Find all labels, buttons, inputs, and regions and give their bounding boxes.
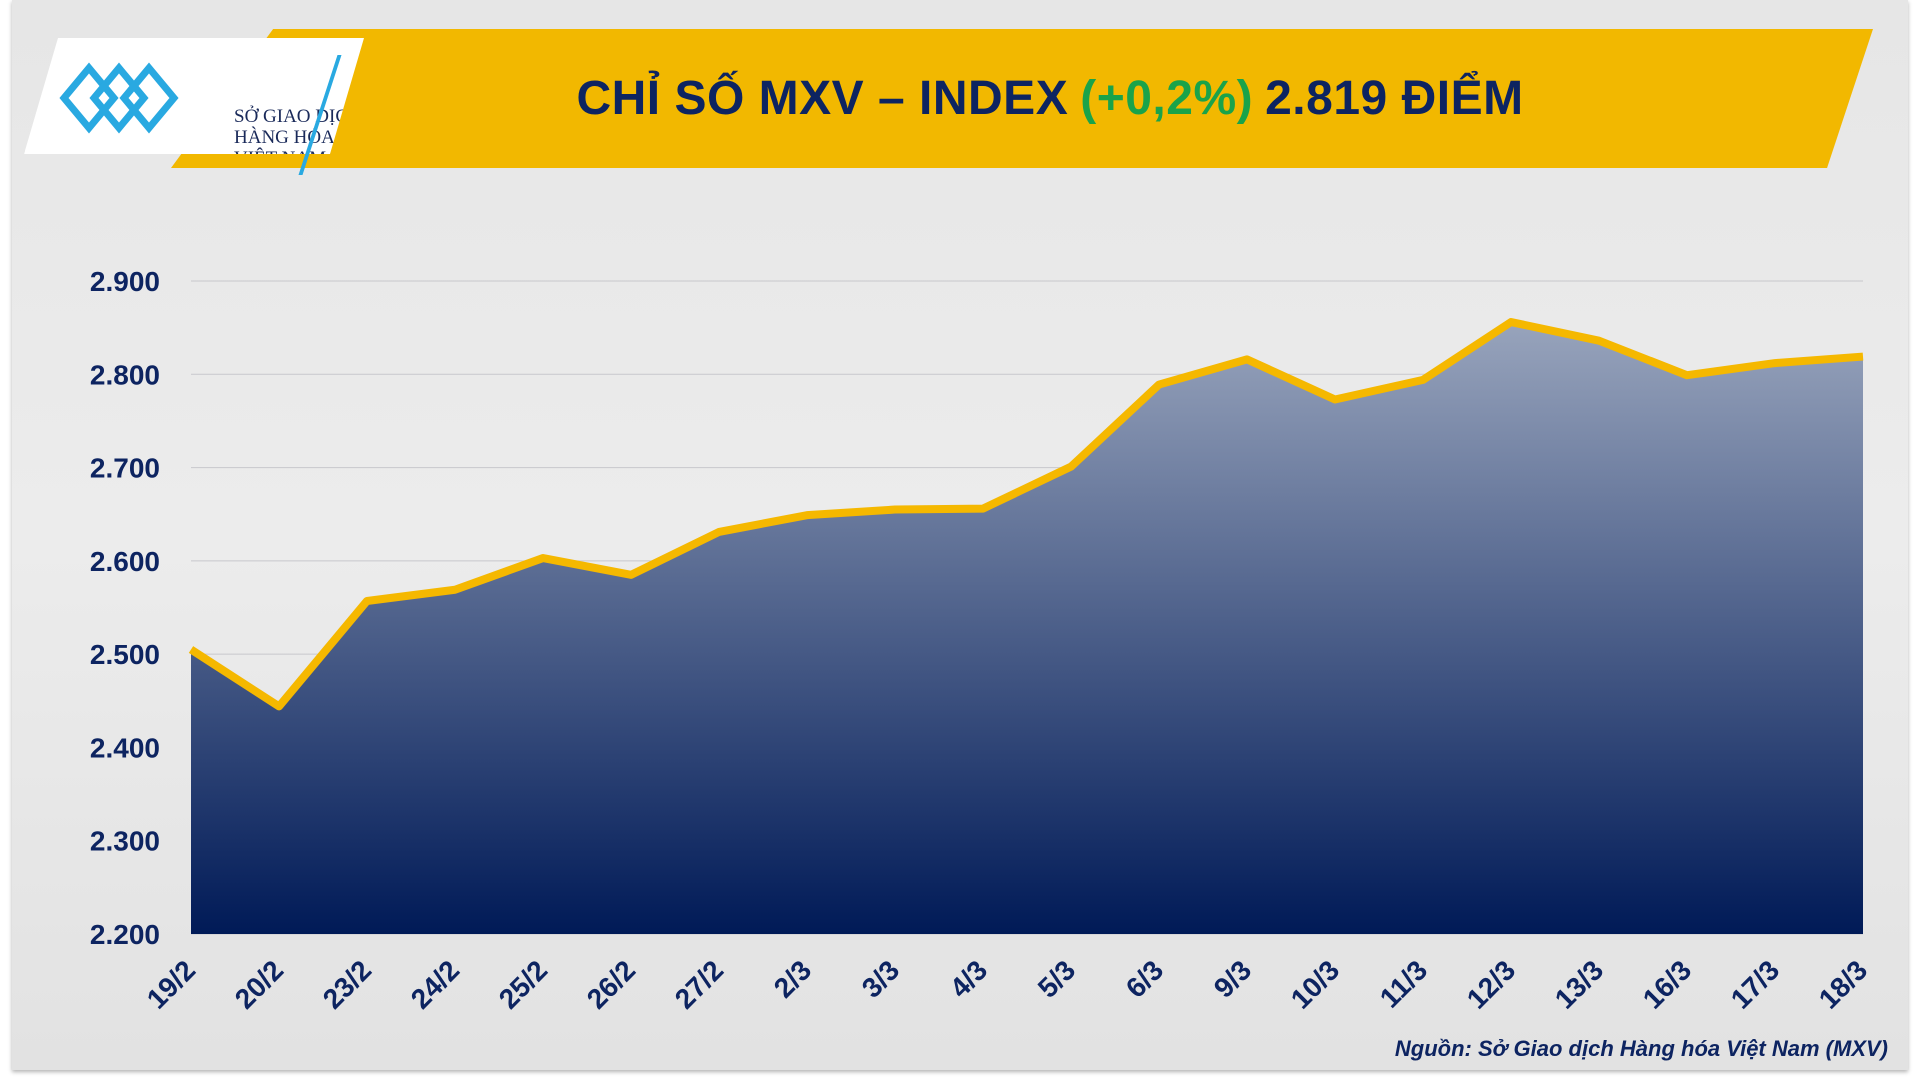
y-tick-label: 2.900 xyxy=(90,266,160,297)
area-fill xyxy=(191,322,1863,934)
x-tick-label: 12/3 xyxy=(1461,954,1521,1014)
x-tick-label: 18/3 xyxy=(1813,954,1873,1014)
x-tick-label: 24/2 xyxy=(405,954,465,1014)
logo-text: SỞ GIAO DỊCH HÀNG HÓA VIỆT NAM xyxy=(234,106,362,154)
title-change: (+0,2%) xyxy=(1080,72,1254,125)
y-tick-label: 2.400 xyxy=(90,732,160,763)
x-tick-label: 2/3 xyxy=(768,954,817,1003)
series-line xyxy=(188,318,1864,711)
x-tick-label: 23/2 xyxy=(317,954,377,1014)
x-tick-label: 6/3 xyxy=(1120,954,1169,1003)
x-tick-label: 11/3 xyxy=(1374,954,1433,1013)
x-tick-label: 27/2 xyxy=(669,954,729,1014)
title-value: 2.819 ĐIỂM xyxy=(1265,72,1524,125)
y-tick-label: 2.800 xyxy=(90,359,160,390)
x-tick-label: 25/2 xyxy=(493,954,553,1014)
chart-title: CHỈ SỐ MXV – INDEX (+0,2%) 2.819 ĐIỂM xyxy=(300,29,1800,168)
title-text: CHỈ SỐ MXV – INDEX xyxy=(576,72,1069,125)
x-tick-label: 9/3 xyxy=(1208,954,1257,1003)
x-tick-label: 3/3 xyxy=(856,954,905,1003)
x-tick-label: 10/3 xyxy=(1285,954,1345,1014)
x-tick-label: 4/3 xyxy=(944,954,993,1003)
x-tick-label: 16/3 xyxy=(1637,954,1697,1014)
x-tick-label: 5/3 xyxy=(1032,954,1081,1003)
logo-mark-icon xyxy=(59,62,179,134)
x-tick-label: 13/3 xyxy=(1549,954,1609,1014)
y-tick-label: 2.500 xyxy=(90,639,160,670)
logo: SỞ GIAO DỊCH HÀNG HÓA VIỆT NAM xyxy=(24,38,364,154)
y-tick-label: 2.700 xyxy=(90,453,160,484)
x-tick-label: 19/2 xyxy=(141,954,201,1014)
logo-line: VIỆT NAM xyxy=(234,148,362,154)
logo-line: SỞ GIAO DỊCH xyxy=(234,106,362,127)
x-tick-label: 26/2 xyxy=(581,954,641,1014)
title-banner xyxy=(171,29,1873,168)
x-tick-label: 20/2 xyxy=(229,954,289,1014)
source-note: Nguồn: Sở Giao dịch Hàng hóa Việt Nam (M… xyxy=(1394,1036,1888,1061)
y-tick-label: 2.200 xyxy=(90,919,160,950)
y-tick-label: 2.300 xyxy=(90,826,160,857)
x-tick-label: 17/3 xyxy=(1725,954,1785,1014)
y-tick-label: 2.600 xyxy=(90,546,160,577)
